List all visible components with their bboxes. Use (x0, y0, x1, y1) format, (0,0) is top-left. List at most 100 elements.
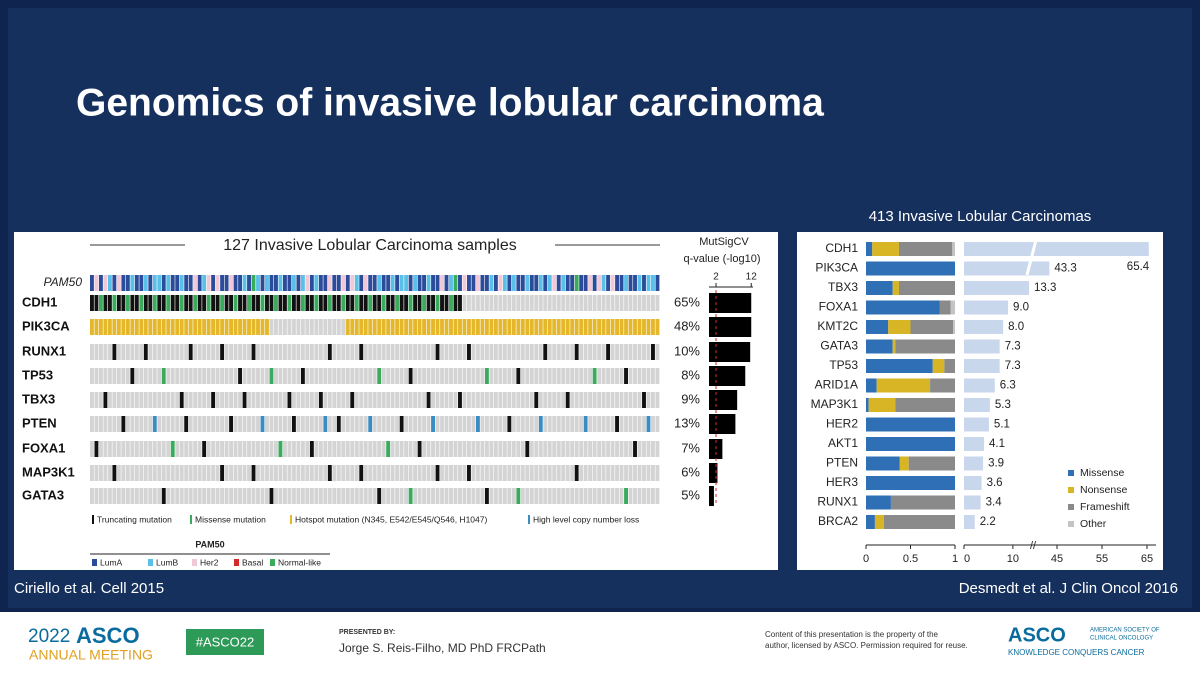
sample-cell (458, 416, 462, 432)
sample-cell (291, 319, 296, 335)
sample-cell (220, 488, 225, 504)
gene-label: RUNX1 (22, 343, 66, 358)
sample-cell (350, 488, 355, 504)
sample-cell (202, 416, 207, 432)
sample-cell (619, 488, 624, 504)
event-cell (547, 319, 552, 335)
citation: Desmedt et al. J Clin Oncol 2016 (959, 580, 1178, 597)
sample-cell (552, 441, 557, 457)
sample-cell (238, 441, 242, 457)
pam50-cell (449, 275, 453, 291)
pam50-cell (453, 275, 458, 291)
sample-cell (368, 465, 373, 481)
sample-cell (538, 392, 543, 408)
event-cell (188, 319, 193, 335)
sample-cell (265, 488, 269, 504)
mutation-events (90, 368, 660, 384)
sample-cell (655, 416, 660, 432)
sample-cell (422, 441, 427, 457)
sample-cell (206, 416, 211, 432)
legend-label: Frameshift (1080, 501, 1130, 513)
event-cell (309, 441, 314, 457)
sample-cell (579, 416, 584, 432)
sample-cell (323, 368, 328, 384)
sample-cell (139, 441, 144, 457)
pam50-cell (435, 275, 440, 291)
sample-cell (90, 465, 94, 481)
event-cell (103, 319, 108, 335)
event-cell (112, 295, 117, 311)
sample-cell (296, 488, 301, 504)
pam50-cell (318, 275, 323, 291)
sample-cell (300, 441, 305, 457)
sample-cell (94, 368, 99, 384)
event-cell (556, 319, 561, 335)
sample-cell (175, 392, 180, 408)
proportion-segment (950, 300, 955, 315)
sample-cell (475, 441, 480, 457)
sample-cell (561, 465, 566, 481)
event-cell (247, 319, 251, 335)
frequency-value: 43.3 (1054, 263, 1076, 275)
sample-cell (206, 368, 211, 384)
event-cell (646, 319, 651, 335)
event-cell (336, 295, 341, 311)
sample-cell (422, 344, 427, 360)
sample-cell (148, 344, 153, 360)
sample-cell (278, 344, 283, 360)
event-cell (574, 344, 579, 360)
sample-cell (274, 344, 278, 360)
sample-cell (134, 392, 139, 408)
proportion-segment (866, 417, 955, 432)
pam50-cell (224, 275, 229, 291)
sample-cell (489, 368, 494, 384)
event-cell (395, 295, 400, 311)
sample-cell (220, 416, 225, 432)
sample-cell (646, 368, 651, 384)
sample-cell (121, 488, 126, 504)
proportion-segment (866, 339, 893, 354)
sample-cell (287, 488, 292, 504)
event-cell (534, 392, 539, 408)
sample-cell (458, 488, 462, 504)
sample-cell (615, 392, 620, 408)
sample-cell (390, 488, 395, 504)
sample-cell (152, 488, 157, 504)
sample-cell (197, 368, 202, 384)
sample-cell (543, 392, 548, 408)
sample-cell (484, 295, 489, 311)
gene-label: PTEN (22, 415, 57, 430)
sample-cell (363, 488, 368, 504)
sample-cell (103, 368, 108, 384)
gene-label: TP53 (829, 358, 858, 372)
sample-cell (480, 368, 485, 384)
sample-cell (179, 465, 184, 481)
sample-cell (615, 295, 620, 311)
sample-cell (615, 488, 620, 504)
sample-cell (619, 465, 624, 481)
event-cell (220, 465, 225, 481)
proportion-segment (883, 515, 955, 529)
proportion-segment (953, 320, 955, 334)
sample-cell (552, 368, 557, 384)
x-tick-label: 10 (1007, 553, 1019, 565)
sample-cell (449, 441, 453, 457)
event-cell (287, 295, 292, 311)
sample-cell (475, 465, 480, 481)
sample-cell (247, 441, 251, 457)
event-cell (422, 295, 427, 311)
sample-cell (484, 465, 489, 481)
pam50-cell (583, 275, 588, 291)
event-cell (229, 319, 234, 335)
footer-year: 2022 (28, 626, 70, 647)
event-cell (211, 295, 216, 311)
sample-cell (435, 488, 440, 504)
frequency-bar (964, 495, 981, 510)
sample-cell (161, 465, 166, 481)
sample-cell (601, 416, 606, 432)
x-tick-label: 55 (1096, 553, 1108, 565)
sample-cell (507, 392, 512, 408)
sample-cell (395, 368, 400, 384)
event-cell (435, 344, 440, 360)
sample-cell (287, 465, 292, 481)
